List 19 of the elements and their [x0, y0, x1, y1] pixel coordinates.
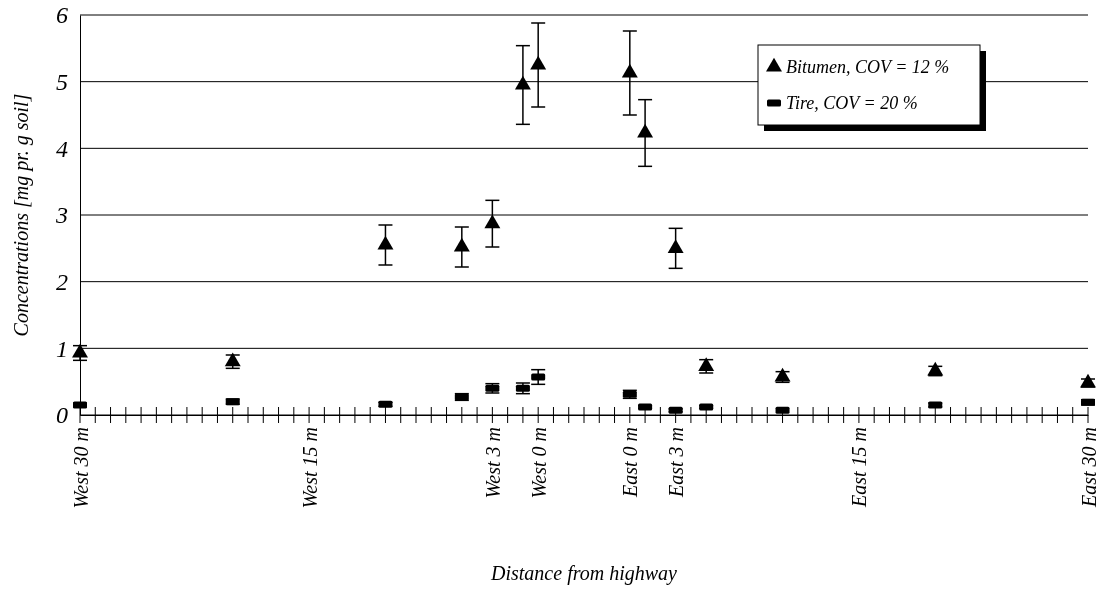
x-axis-title: Distance from highway — [490, 562, 678, 585]
legend-label: Tire, COV = 20 % — [786, 93, 918, 114]
y-tick-label: 1 — [56, 335, 68, 362]
y-tick-label: 5 — [56, 68, 68, 95]
x-tick-label: West 30 m — [69, 427, 92, 509]
x-tick-label: East 0 m — [619, 427, 642, 498]
y-tick-label: 2 — [56, 268, 68, 295]
x-tick-label: East 15 m — [848, 427, 871, 508]
legend-label: Bitumen, COV = 12 % — [786, 57, 950, 78]
y-tick-label: 0 — [56, 402, 68, 429]
y-tick-label: 3 — [55, 202, 68, 229]
x-tick-label: East 3 m — [665, 427, 688, 498]
y-axis-title: Concentrations [mg pr. g soil] — [10, 93, 33, 337]
x-tick-label: West 15 m — [298, 427, 321, 509]
x-tick-label: East 30 m — [1077, 427, 1100, 508]
y-tick-label: 4 — [56, 135, 68, 162]
x-tick-label: West 0 m — [527, 427, 550, 499]
y-tick-label: 6 — [56, 2, 68, 29]
x-tick-label: West 3 m — [481, 427, 504, 499]
